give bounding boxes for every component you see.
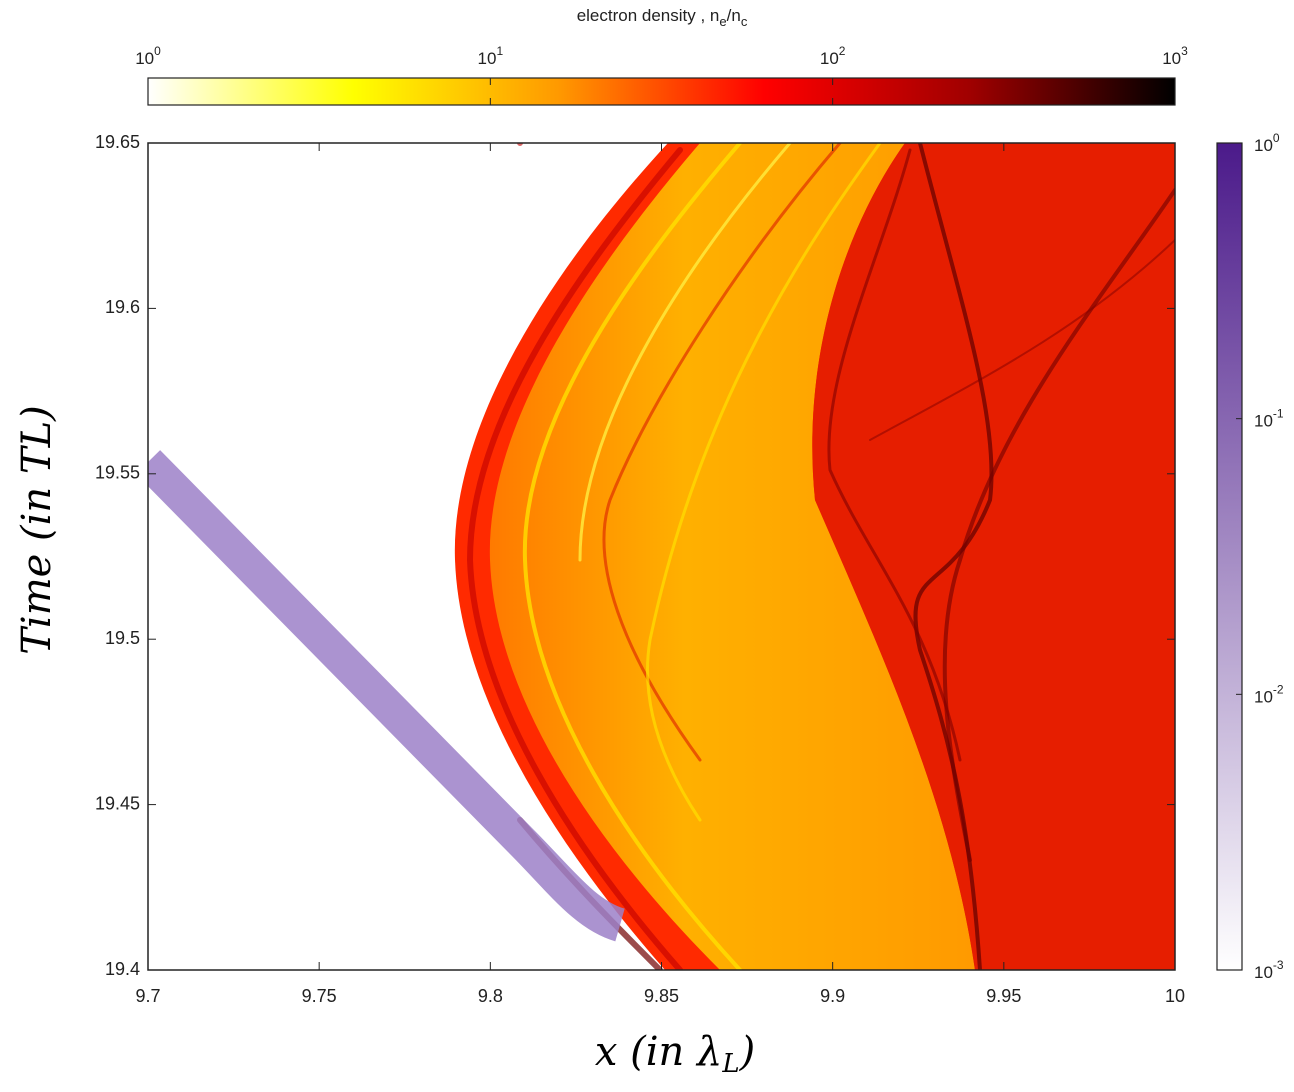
colorbar-tick-label: 100 bbox=[135, 44, 161, 68]
tick-exponent: -1 bbox=[1273, 407, 1284, 421]
tick-base: 10 bbox=[1254, 688, 1273, 707]
colorbar-tick-label: 102 bbox=[820, 44, 846, 68]
tick-exponent: -3 bbox=[1273, 958, 1284, 972]
tick-exponent: 3 bbox=[1181, 44, 1188, 58]
tick-exponent: 1 bbox=[496, 44, 503, 58]
x-axis-label: x (in λL) bbox=[595, 1029, 755, 1079]
tick-base: 10 bbox=[1162, 49, 1181, 68]
x-label-sub: L bbox=[721, 1049, 739, 1079]
tick-base: 10 bbox=[478, 49, 497, 68]
x-tick-label: 9.7 bbox=[135, 986, 160, 1006]
x-tick-label: 10 bbox=[1165, 986, 1185, 1006]
tick-base: 10 bbox=[1254, 136, 1273, 155]
cb-title-sub: c bbox=[741, 14, 748, 29]
y-tick-label: 19.4 bbox=[105, 959, 140, 979]
colorbar-tick-label: 10-1 bbox=[1254, 407, 1284, 431]
colorbar bbox=[147, 77, 1176, 106]
y-tick-label: 19.6 bbox=[105, 297, 140, 317]
colorbar-tick-label: 10-3 bbox=[1254, 958, 1284, 982]
tick-base: 10 bbox=[1254, 963, 1273, 982]
colorbar-tick-label: 103 bbox=[1162, 44, 1188, 68]
tick-exponent: 2 bbox=[839, 44, 846, 58]
x-tick-label: 9.95 bbox=[986, 986, 1021, 1006]
x-tick-label: 9.9 bbox=[820, 986, 845, 1006]
x-label-part: x (in λ bbox=[595, 1029, 723, 1075]
cb-title: electron density , n bbox=[577, 6, 720, 25]
x-tick-label: 9.75 bbox=[302, 986, 337, 1006]
tick-exponent: -2 bbox=[1273, 683, 1284, 697]
tick-base: 10 bbox=[1254, 412, 1273, 431]
colorbar-tick-label: 101 bbox=[478, 44, 504, 68]
tick-exponent: 0 bbox=[154, 44, 161, 58]
tick-base: 10 bbox=[135, 49, 154, 68]
x-label-part: ) bbox=[739, 1029, 756, 1075]
density-field bbox=[148, 143, 1175, 970]
purple-band bbox=[148, 450, 626, 942]
cb-title: /n bbox=[727, 6, 741, 25]
tick-base: 10 bbox=[820, 49, 839, 68]
tick-exponent: 0 bbox=[1273, 131, 1280, 145]
y-tick-label: 19.65 bbox=[95, 132, 140, 152]
colorbar-title: electron density , ne/nc bbox=[577, 6, 748, 29]
y-axis-label: Time (in TL) bbox=[14, 405, 60, 655]
y-tick-label: 19.5 bbox=[105, 628, 140, 648]
colorbar-tick-label: 100 bbox=[1254, 131, 1280, 155]
y-tick-label: 19.55 bbox=[95, 463, 140, 483]
x-tick-label: 9.85 bbox=[644, 986, 679, 1006]
y-tick-label: 19.45 bbox=[95, 793, 140, 813]
colorbar bbox=[1216, 142, 1243, 971]
colorbar-tick-label: 10-2 bbox=[1254, 683, 1284, 707]
x-tick-label: 9.8 bbox=[478, 986, 503, 1006]
cb-title-sub: e bbox=[719, 14, 726, 29]
